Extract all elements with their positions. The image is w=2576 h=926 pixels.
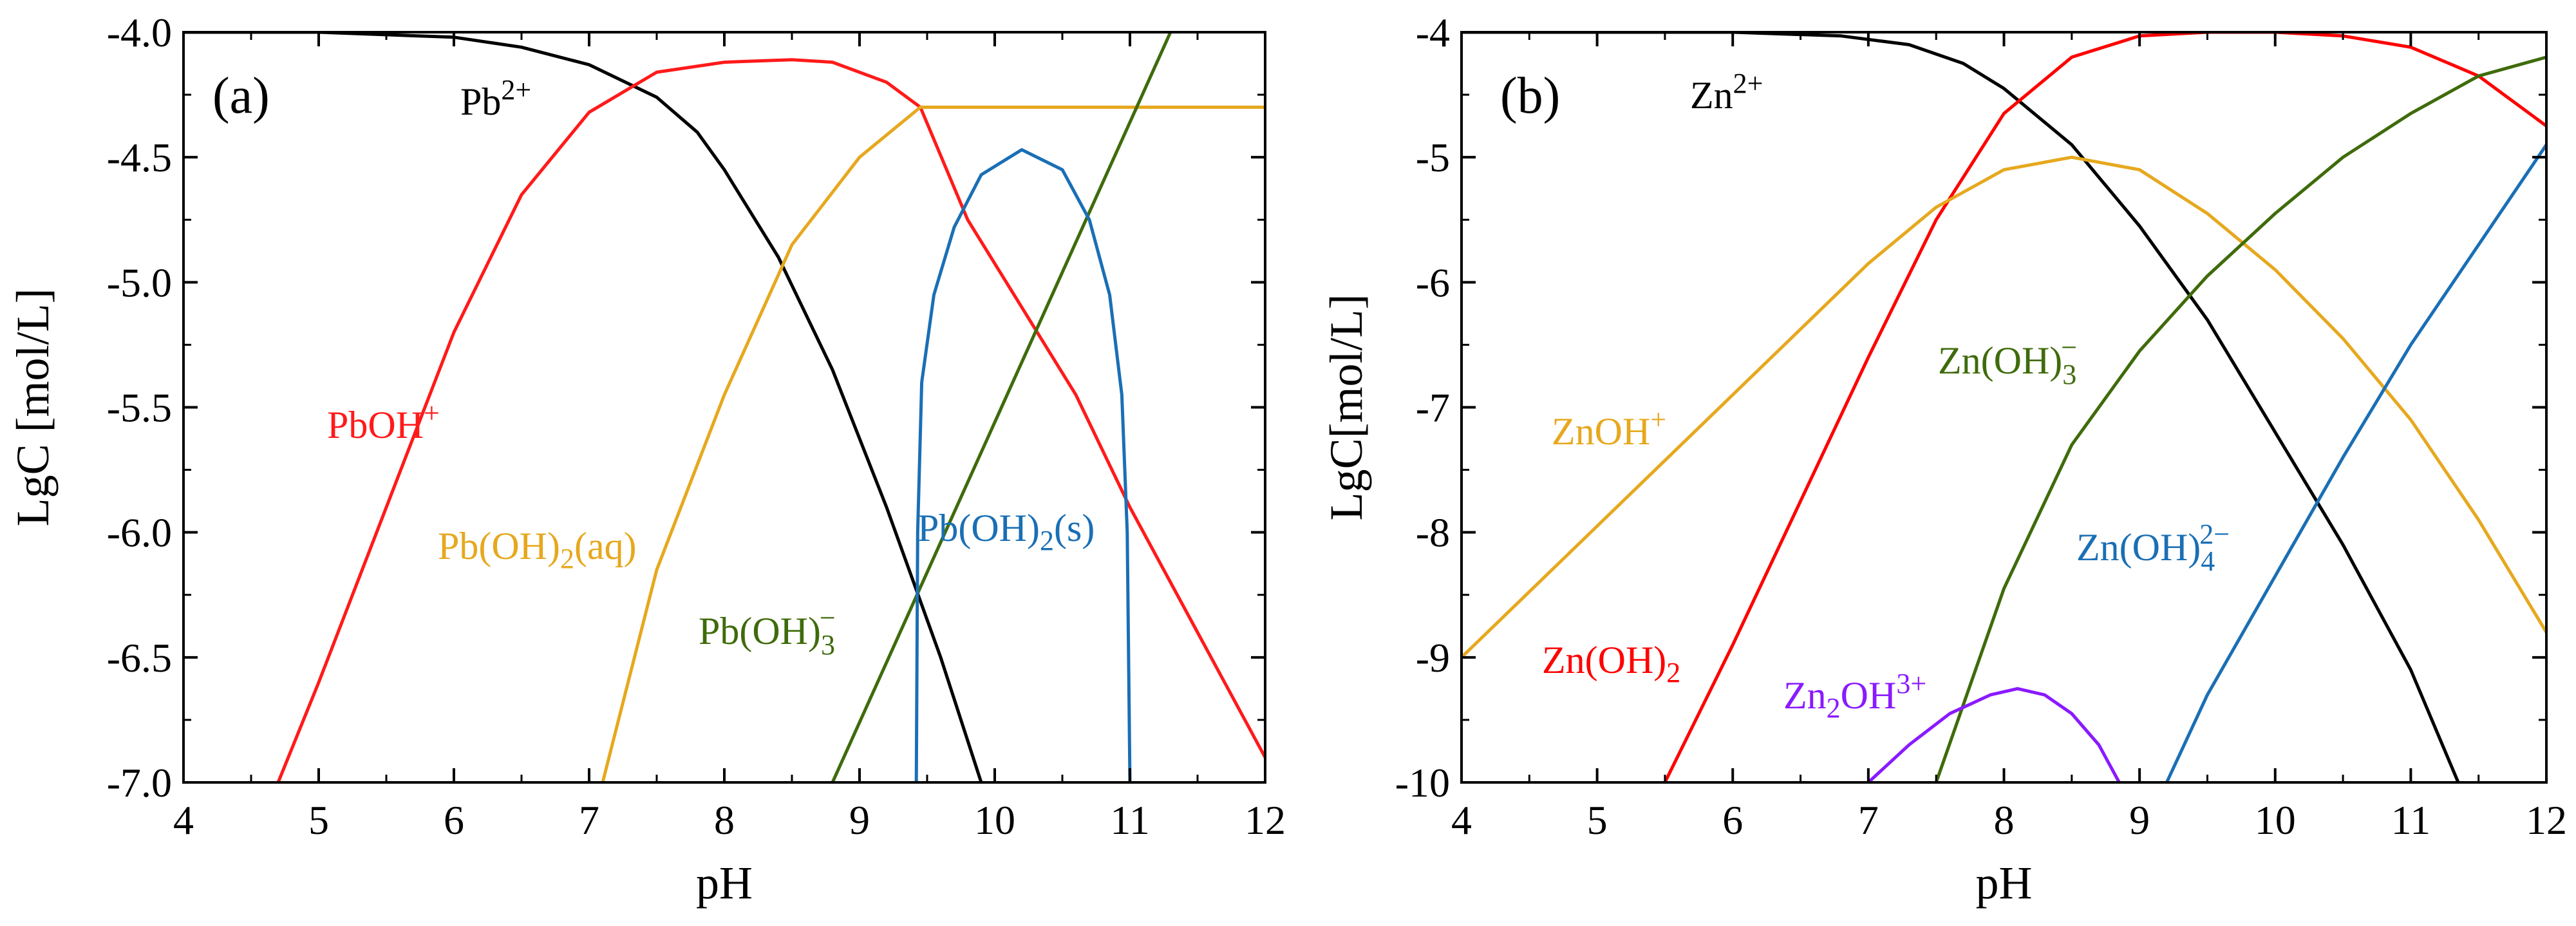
series-line-pb2 (183, 32, 983, 782)
x-axis-title: pH (1976, 857, 2033, 909)
panel-a-lead-speciation: 4 5 6 7 8 9 10 11 12 -4.0 -4.5 -5.0 -5.5 -6.0 -6.5 -7.0… (7, 10, 1286, 909)
y-tick-label: -9 (1416, 635, 1450, 681)
series-line-pboh (276, 58, 1265, 782)
x-tick-label: 6 (444, 797, 464, 843)
panel-b-zinc-speciation: 4 5 6 7 8 9 10 11 12 -4 -5 -6 -7 -8 -9 -10 pH LgC[mol/L] (… (1321, 10, 2567, 909)
series-line-znoh (1462, 155, 2546, 659)
x-tick-label: 12 (2526, 797, 2567, 843)
x-tick-label: 4 (1451, 797, 1472, 843)
y-axis-title: LgC[mol/L] (1321, 294, 1372, 521)
y-tick-label: -7.0 (107, 760, 172, 806)
x-tick-label: 8 (1994, 797, 2015, 843)
x-tick-label: 9 (849, 797, 870, 843)
series-label-zn-oh-2: Zn(OH)2 (1542, 639, 1680, 688)
series-line-pb-oh-2-s (914, 148, 1132, 782)
x-tick-label: 5 (1587, 797, 1608, 843)
series-label-zn-oh-3: Zn(OH)3− (1938, 332, 2077, 390)
y-tick-label: -6.0 (107, 510, 172, 556)
series-label-pboh: PbOH+ (327, 397, 440, 446)
series-line-zn-oh-3 (1934, 55, 2546, 782)
x-tick-label: 8 (714, 797, 735, 843)
panel-label: (a) (212, 68, 270, 124)
series-line-pb-oh-3 (831, 32, 1172, 782)
y-tick-label: -6 (1416, 260, 1450, 305)
x-tick-label: 5 (308, 797, 329, 843)
x-tick-label: 6 (1722, 797, 1743, 843)
x-tick-label: 7 (1858, 797, 1879, 843)
y-tick-label: -6.5 (107, 635, 172, 681)
series-label-pb-oh-2-aq: Pb(OH)2(aq) (438, 525, 637, 574)
panel-label: (b) (1500, 68, 1560, 124)
x-tick-label: 10 (974, 797, 1015, 843)
series-line-pb-oh-2-aq (601, 106, 1265, 782)
x-tick-label: 10 (2255, 797, 2296, 843)
x-tick-label: 11 (1110, 797, 1150, 843)
series-line-zn2 (1462, 32, 2460, 782)
series-line-zn2oh3 (1866, 686, 2121, 782)
x-axis-title: pH (696, 857, 753, 909)
y-axis-title: LgC [mol/L] (7, 288, 59, 527)
y-tick-label: -5.0 (107, 260, 172, 305)
series-label-zn-oh-4-2: Zn(OH)42− (2076, 518, 2230, 577)
y-tick-label: -4.0 (107, 10, 172, 55)
y-tick-label: -4.5 (107, 135, 172, 180)
x-tick-label: 11 (2391, 797, 2431, 843)
series-label-pb-oh-2-s: Pb(OH)2(s) (917, 507, 1095, 556)
y-tick-label: -5.5 (107, 385, 172, 431)
series-label-znoh: ZnOH+ (1552, 404, 1666, 453)
y-tick-label: -7 (1416, 385, 1450, 431)
x-tick-label: 12 (1245, 797, 1286, 843)
y-tick-label: -8 (1416, 510, 1450, 556)
series-label-zn2: Zn2+ (1690, 68, 1763, 117)
x-tick-label: 9 (2129, 797, 2150, 843)
series-label-pb-oh-3: Pb(OH)3− (699, 602, 836, 661)
x-tick-label: 4 (173, 797, 194, 843)
series-line-zn-oh-4-2 (2165, 143, 2546, 782)
y-tick-label: -10 (1395, 760, 1450, 806)
series-label-pb2: Pb2+ (460, 74, 531, 123)
series-line-zn-oh-2 (1663, 32, 2546, 782)
y-tick-label: -4 (1416, 10, 1450, 55)
x-tick-label: 7 (579, 797, 599, 843)
series-label-zn2oh3: Zn2OH3+ (1783, 668, 1926, 724)
y-tick-label: -5 (1416, 135, 1450, 180)
